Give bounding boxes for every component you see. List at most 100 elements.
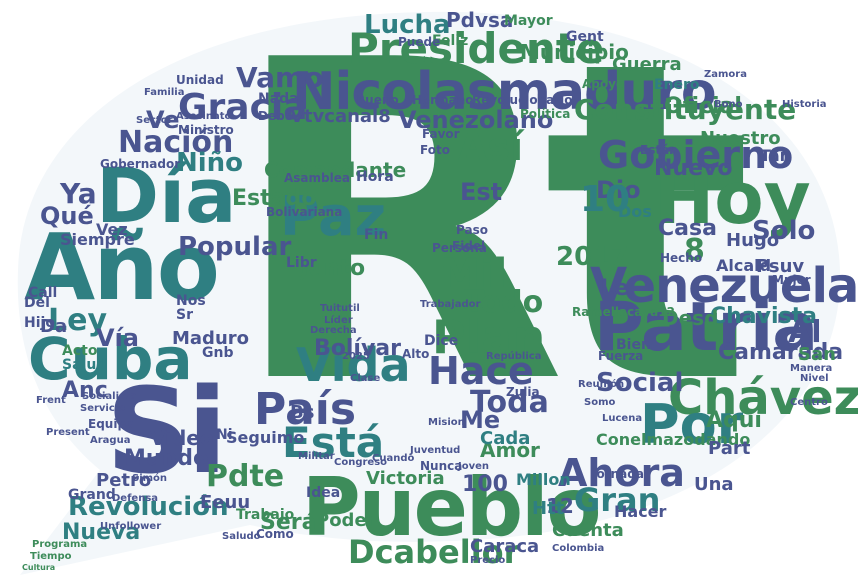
speech-bubble-outline	[17, 11, 841, 576]
word-republica: República	[486, 351, 542, 362]
word-video: Video	[150, 426, 214, 450]
word-cada: Cada	[480, 428, 531, 449]
word-constituyente: Constituyente	[574, 93, 797, 126]
word-nada: Nada	[258, 91, 299, 107]
word-asamblea: Asamblea	[284, 171, 350, 185]
word-aragua: Aragua	[90, 435, 131, 446]
word-vida: Vida	[296, 338, 411, 392]
word-nicolasmaduro: Nicolasmaduro	[292, 62, 717, 122]
word-chavista: Chavista	[710, 304, 817, 329]
word-ley: Ley	[48, 303, 108, 338]
word-debe: Debe	[258, 109, 293, 123]
word-una: Una	[694, 474, 734, 495]
word-nuestro: Nuestro	[700, 128, 781, 149]
word-toda: Toda	[470, 385, 549, 420]
word-zulia: Zulia	[506, 385, 540, 399]
word-colombia: Colombia	[552, 543, 605, 554]
word-solo: Solo	[752, 216, 816, 246]
word-servicio: Servicio	[80, 403, 126, 414]
word-guayana: Zamora	[704, 69, 747, 80]
word-enero: Enero	[654, 77, 700, 93]
word-simon: Simón	[132, 473, 168, 484]
word-por: Por	[640, 393, 744, 456]
word-mision: Mision	[428, 417, 465, 428]
word-gracia: Gracia	[178, 87, 308, 128]
word-millon: Millon	[516, 470, 571, 489]
word-que: Qué	[40, 202, 94, 230]
word-cuba: Cuba	[28, 325, 193, 393]
word-nuevo: Nuevo	[654, 156, 733, 181]
word-conelmazo: Conelmazodando	[596, 430, 751, 449]
word-dos: Dos	[618, 202, 652, 221]
word-todo: Todo	[464, 285, 544, 320]
word-desde: Desd	[662, 306, 719, 330]
word-aqui: Aquí	[706, 408, 762, 433]
word-feliz: Feliz	[432, 33, 469, 49]
word-lucena: Lucena	[602, 413, 643, 424]
word-paz: Paz	[280, 185, 386, 248]
word-ahora: Ahora	[558, 451, 685, 495]
word-caraca: Caraca	[470, 536, 540, 557]
word-manera: Manera	[790, 363, 833, 374]
word-n4: 100	[462, 472, 508, 497]
word-bono: Bono	[714, 99, 743, 110]
word-esta: Está	[282, 418, 385, 467]
word-siempre: Siempre	[60, 230, 135, 249]
word-tiempo: Tiempo	[30, 551, 72, 562]
word-ano: Año	[24, 214, 220, 321]
word-precio: Precio	[470, 555, 506, 566]
word-cultura: Cultura	[22, 563, 56, 572]
word-politica: Política	[520, 107, 571, 121]
word-comandante: Comandante	[264, 158, 407, 182]
word-acto: Acto	[62, 343, 98, 359]
word-juventud: Juventud	[410, 445, 461, 456]
word-casa: Casa	[658, 216, 717, 241]
word-n1: 2017	[556, 242, 629, 272]
word-municipio: Municipio	[520, 40, 629, 64]
word-nivel: Nivel	[800, 373, 829, 384]
word-revolucion: Revolución	[68, 492, 229, 522]
word-cuenta: Cuenta	[552, 520, 624, 541]
word-bien: Bien	[616, 337, 651, 353]
word-frente: Frent	[36, 395, 66, 406]
word-nueva: Nueva	[62, 520, 141, 545]
word-persona: Persona	[432, 241, 487, 255]
word-vez: Vez	[96, 220, 128, 239]
word-grand: Grand	[68, 487, 116, 503]
word-sera: Será	[260, 510, 317, 535]
word-popular: Popular	[178, 232, 292, 262]
word-hoy: Hoy	[654, 156, 811, 240]
word-n2025: 2025	[342, 351, 370, 362]
word-gobierno: Gobierno	[598, 133, 794, 177]
word-oficial: Oficial	[664, 94, 742, 119]
word-ve: Ve	[146, 106, 180, 134]
word-n6: 8	[684, 233, 705, 268]
word-reunion: Reunión	[578, 379, 625, 390]
word-salud: Salud	[62, 357, 107, 373]
word-nos: Nos	[176, 293, 206, 309]
word-fuerza: Fuerza	[598, 349, 644, 363]
word-hacer: Hacer	[614, 502, 667, 521]
word-bolivar: Bolívar	[314, 336, 402, 361]
word-venezuela: Venezuela	[590, 258, 858, 314]
word-equipo: Equipo	[88, 417, 135, 431]
word-defensa: Defensa	[112, 493, 159, 504]
word-dice: Dice	[424, 333, 459, 349]
word-unidad: Unidad	[176, 73, 224, 87]
word-como: Como	[256, 527, 294, 541]
word-mil: Mil	[440, 251, 508, 297]
word-joven: Joven	[458, 461, 490, 472]
word-rafaellacava: Rafaellacava12	[572, 305, 675, 319]
word-fidel: Fidel	[452, 239, 486, 253]
word-camarada: Camarada	[718, 340, 844, 365]
word-lucha: Lucha	[364, 10, 451, 40]
word-somo: Somo	[584, 397, 616, 408]
word-sector: Sector	[136, 115, 173, 126]
word-nunca: Nunca	[420, 459, 463, 473]
word-seguimo: Seguimo	[226, 428, 305, 447]
word-hace: Hace	[428, 349, 534, 393]
word-presente: Present	[46, 427, 90, 438]
word-asi: Así	[458, 125, 524, 169]
word-hecho: Hecho	[660, 251, 703, 265]
